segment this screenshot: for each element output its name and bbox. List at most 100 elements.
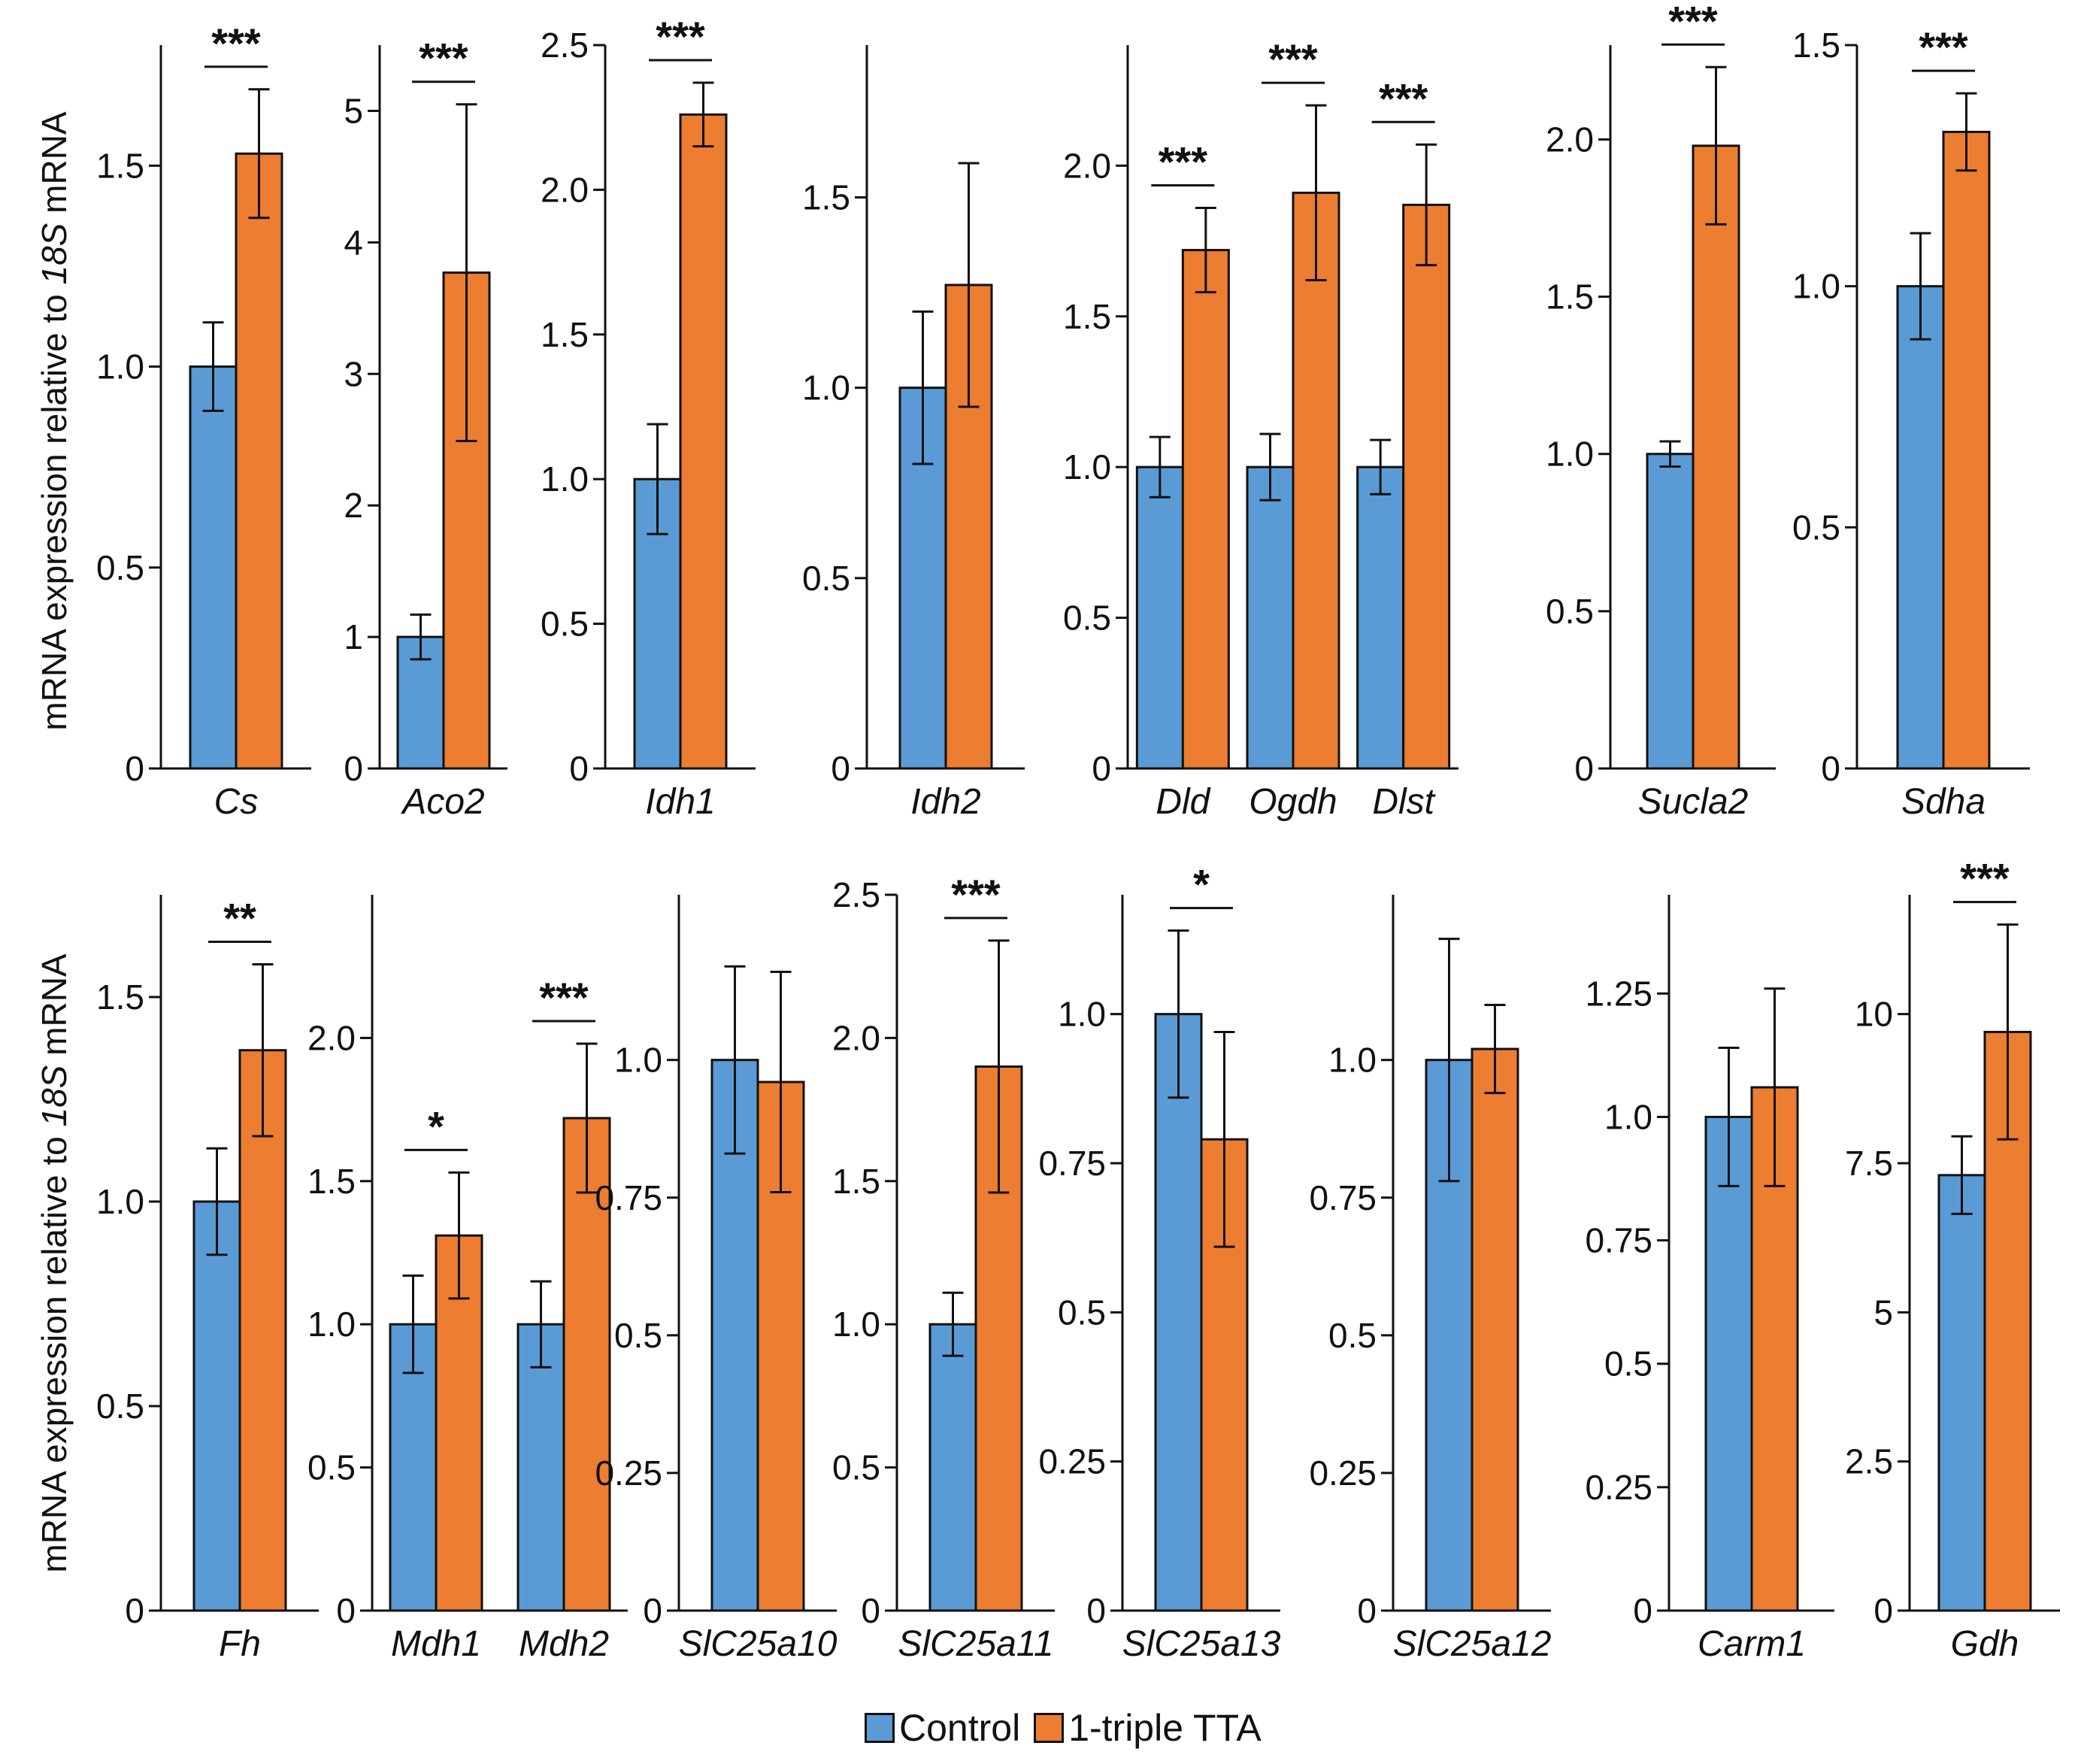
y-tick-label: 0.75 — [1585, 1221, 1652, 1260]
y-tick-label: 2.0 — [832, 1018, 880, 1057]
y-tick-label: 0.5 — [96, 1387, 144, 1426]
legend-swatch-control — [865, 1713, 895, 1743]
bar-control — [1135, 465, 1184, 770]
bar-control — [189, 365, 238, 770]
category-label: SlC25a10 — [679, 1624, 838, 1664]
y-tick-label: 2.5 — [1845, 1442, 1893, 1481]
chart-panel-0: 0 0.5 1.0 1.5 Cs *** — [96, 20, 311, 822]
significance-label: *** — [1159, 138, 1208, 185]
y-tick-label: 0.75 — [595, 1178, 662, 1217]
chart-panel-3: 0 0.5 1.0 1.5 Idh2 — [802, 45, 1025, 822]
legend-swatch-treatment — [1034, 1713, 1065, 1743]
y-tick-label: 1.5 — [832, 1162, 880, 1201]
y-tick-label: 0 — [1574, 749, 1594, 788]
y-tick-label: 10 — [1855, 995, 1893, 1034]
y-tick-label: 0 — [831, 749, 850, 788]
y-tick-label: 1.5 — [541, 315, 589, 354]
bar-treatment — [1942, 130, 1991, 770]
y-tick-label: 1.0 — [1063, 447, 1111, 486]
y-tick-label: 0 — [1821, 749, 1840, 788]
bar-control — [1704, 1115, 1753, 1612]
y-tick-label: 0 — [643, 1591, 662, 1630]
y-tick-label: 2.0 — [1063, 146, 1111, 185]
y-tick-label: 5 — [1873, 1293, 1893, 1332]
chart-panel-11: 0 0.25 0.5 0.75 1.0 SlC25a13 * — [1038, 861, 1280, 1664]
chart-panel-5: 0 0.5 1.0 1.5 2.0 Sucla2 *** — [1546, 0, 1776, 822]
significance-label: *** — [1379, 74, 1428, 122]
category-label: Gdh — [1951, 1624, 2019, 1664]
chart-panel-10: 0 0.5 1.0 1.5 2.0 2.5 SlC25a11 *** — [832, 871, 1055, 1664]
category-label: Cs — [214, 782, 259, 822]
category-label: SlC25a12 — [1393, 1624, 1552, 1664]
y-tick-label: 0.5 — [1058, 1293, 1106, 1332]
bar-treatment — [944, 283, 993, 770]
significance-label: *** — [211, 20, 261, 67]
y-tick-label: 2.0 — [1546, 120, 1594, 159]
bar-treatment — [562, 1117, 611, 1612]
chart-panel-4: 0 0.5 1.0 1.5 2.0 Dld *** Ogdh *** Dlst *** — [1063, 35, 1458, 822]
y-tick-label: 0.5 — [802, 559, 850, 598]
bar-control — [928, 1323, 977, 1612]
chart-panel-14: 0 2.5 5 7.5 10 Gdh *** — [1845, 855, 2060, 1664]
y-tick-label: 0 — [336, 1591, 356, 1630]
y-tick-label: 3 — [344, 354, 363, 393]
category-label: Dlst — [1372, 782, 1435, 822]
y-tick-label: 1.5 — [1546, 277, 1594, 317]
chart-panel-8: 0 0.5 1.0 1.5 2.0 Mdh1 * Mdh2 *** — [307, 895, 628, 1664]
chart-panel-7: 0 0.5 1.0 1.5 Fh ** — [96, 894, 319, 1664]
chart-panel-2: 0 0.5 1.0 1.5 2.0 2.5 Idh1 *** — [541, 13, 756, 822]
significance-label: *** — [419, 35, 468, 82]
bar-treatment — [1292, 191, 1340, 770]
y-tick-label: 0.25 — [1585, 1468, 1652, 1507]
y-tick-label: 1 — [344, 617, 363, 656]
bar-treatment — [238, 1049, 287, 1612]
significance-label: *** — [1919, 23, 1968, 71]
y-tick-label: 7.5 — [1845, 1144, 1893, 1183]
chart-panel-1: 0 1 2 3 4 5 Aco2 *** — [344, 35, 507, 822]
bar-treatment — [1181, 249, 1230, 770]
y-tick-label: 4 — [344, 223, 363, 262]
y-axis-title-part: mRNA — [35, 111, 74, 223]
y-tick-label: 1.25 — [1585, 974, 1652, 1013]
chart-panel-9: 0 0.25 0.5 0.75 1.0 SlC25a10 — [595, 895, 838, 1664]
y-tick-label: 0.25 — [595, 1453, 662, 1493]
category-label: Carm1 — [1698, 1624, 1806, 1664]
y-axis-title-bottom: mRNA expression relative to 18S mRNA — [35, 953, 74, 1573]
y-tick-label: 0.75 — [1038, 1144, 1106, 1183]
category-label: Mdh2 — [519, 1624, 609, 1664]
y-tick-label: 0.25 — [1038, 1442, 1106, 1481]
y-tick-label: 5 — [344, 91, 363, 130]
y-tick-label: 0.5 — [1063, 599, 1111, 638]
y-tick-label: 0.5 — [1546, 592, 1594, 631]
bar-treatment — [1692, 144, 1740, 770]
y-axis-title-italic: 18S — [35, 223, 74, 284]
y-axis-title-part: mRNA — [35, 953, 74, 1065]
y-tick-label: 1.0 — [1328, 1041, 1377, 1080]
legend-label-treatment: 1-triple TTA — [1068, 1707, 1262, 1749]
y-tick-label: 0 — [344, 749, 363, 788]
legend-label-control: Control — [899, 1707, 1021, 1749]
significance-label: *** — [951, 871, 1001, 918]
bar-treatment — [235, 152, 283, 770]
y-tick-label: 2.0 — [541, 170, 589, 209]
y-tick-label: 1.0 — [1792, 267, 1840, 306]
y-tick-label: 0.5 — [1604, 1344, 1652, 1384]
category-label: Sdha — [1901, 782, 1986, 822]
y-tick-label: 2 — [344, 486, 363, 525]
bar-control — [1246, 465, 1295, 770]
bar-control — [192, 1200, 241, 1612]
y-tick-label: 0 — [569, 749, 589, 788]
y-axis-title-part: mRNA expression relative to — [35, 284, 74, 730]
y-tick-label: 1.0 — [307, 1305, 356, 1344]
y-tick-label: 0 — [1873, 1591, 1893, 1630]
y-tick-label: 1.0 — [802, 368, 850, 408]
category-label: Idh1 — [645, 782, 715, 822]
significance-label: *** — [1960, 855, 2010, 902]
y-tick-label: 1.0 — [96, 347, 144, 386]
y-tick-label: 1.5 — [307, 1162, 356, 1201]
legend-item-control: Control — [865, 1706, 1020, 1750]
y-tick-label: 0 — [1092, 749, 1111, 788]
y-tick-label: 0 — [125, 1591, 144, 1630]
y-tick-label: 1.5 — [802, 178, 850, 217]
category-label: Fh — [219, 1624, 261, 1664]
